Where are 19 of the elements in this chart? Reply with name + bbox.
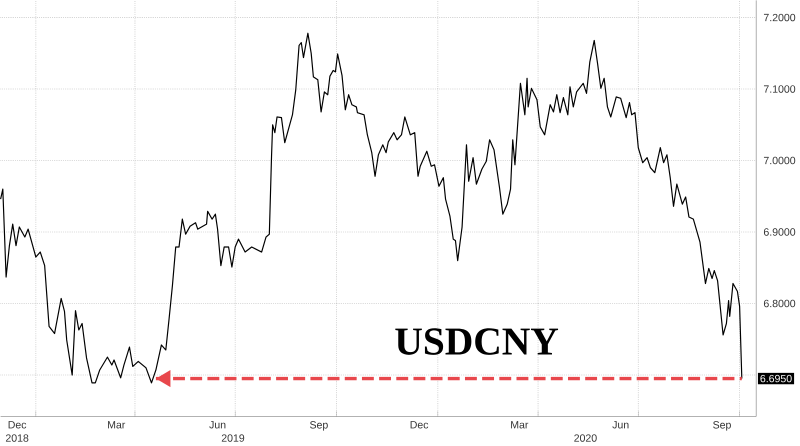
x-tick-label: Mar (511, 421, 528, 428)
x-tick-label: Mar (108, 421, 126, 428)
y-tick-label: 7.2000 (764, 14, 796, 22)
y-tick-label: 6.8000 (764, 300, 796, 308)
x-tick-label: Dec (8, 421, 26, 428)
x-tick-label: Sep (713, 421, 731, 431)
data-label: 6.6950 (760, 374, 792, 382)
x2-tick-label: 2020 (574, 434, 597, 442)
x-tick-label: Dec (410, 421, 428, 428)
x2-tick-label: 2018 (6, 434, 28, 442)
x-tick-label: Jun (209, 421, 226, 428)
y-tick-label: 6.9000 (764, 228, 796, 236)
x2-tick-label: 2019 (222, 434, 244, 442)
line-series (0, 32, 742, 384)
x-tick-label: Sep (310, 421, 328, 431)
text: USDCNY (395, 328, 558, 355)
y-tick-label: 7.0000 (764, 156, 796, 164)
x-tick-label: Jun (612, 421, 628, 428)
y-tick-label: 7.1000 (764, 85, 796, 93)
